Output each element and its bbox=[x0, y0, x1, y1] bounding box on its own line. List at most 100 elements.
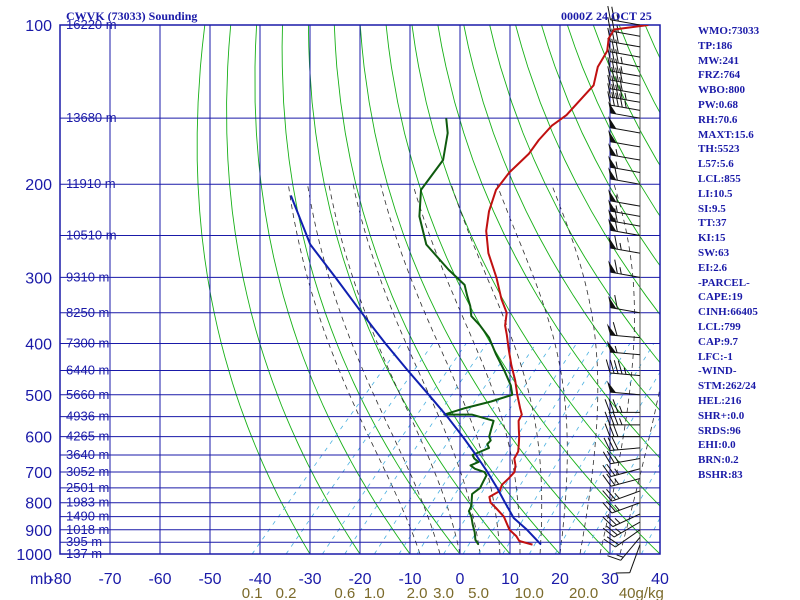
wind-barb-staff bbox=[610, 247, 641, 254]
index-line: KI:15 bbox=[698, 232, 726, 245]
wind-barb-flag bbox=[606, 380, 617, 393]
wind-barb-feather bbox=[607, 74, 611, 89]
index-line: HEL:216 bbox=[698, 394, 742, 407]
wind-barb-feather bbox=[611, 66, 615, 81]
wind-barb-flag bbox=[608, 189, 617, 202]
wind-barb-feather bbox=[615, 58, 619, 73]
wind-barb-feather bbox=[607, 437, 615, 451]
mixing-ratio-label: 10.0 bbox=[515, 585, 544, 600]
wind-barb-staff bbox=[610, 19, 641, 26]
temperature-line bbox=[485, 25, 649, 546]
plot-border bbox=[59, 24, 661, 555]
height-label: 4936 m bbox=[66, 409, 109, 424]
wind-barb-half-feather bbox=[620, 56, 623, 64]
index-line: -PARCEL- bbox=[698, 276, 750, 289]
index-line: -WIND- bbox=[698, 365, 737, 378]
wind-barb-staff bbox=[610, 478, 641, 487]
wind-barb-feather bbox=[611, 436, 619, 450]
wind-barb-feather bbox=[606, 450, 615, 464]
wind-barb-flag bbox=[608, 236, 617, 249]
wind-barb-staff bbox=[610, 70, 641, 77]
wind-barb-feather bbox=[614, 259, 618, 274]
height-label: 1490 m bbox=[66, 509, 109, 524]
profiles bbox=[289, 25, 649, 546]
temperature-tick-label: 40 bbox=[651, 571, 669, 588]
wind-barb-half-feather bbox=[615, 528, 622, 534]
index-line: CAPE:19 bbox=[698, 291, 743, 304]
wind-barb-half-feather bbox=[616, 554, 624, 558]
wind-barb-half-feather bbox=[615, 205, 618, 213]
index-line: LCL:855 bbox=[698, 172, 741, 185]
index-line: LCL:799 bbox=[698, 320, 741, 333]
wind-barb bbox=[604, 423, 640, 438]
height-label: 16220 m bbox=[66, 17, 117, 32]
wind-barb-feather bbox=[604, 399, 611, 413]
height-label: 5660 m bbox=[66, 387, 109, 402]
wind-barb-staff bbox=[610, 229, 641, 237]
wind-barb-staff bbox=[615, 529, 641, 548]
wind-barb-feather bbox=[614, 217, 618, 232]
wind-barb-half-feather bbox=[614, 492, 620, 499]
index-line: TT:37 bbox=[698, 217, 727, 230]
mixing-ratio-label: 5.0 bbox=[468, 585, 489, 600]
pressure-tick-label: 200 bbox=[25, 177, 52, 194]
wind-barb bbox=[602, 473, 641, 487]
height-label: 3640 m bbox=[66, 447, 109, 462]
wind-barb bbox=[607, 47, 641, 68]
wind-barb-feather bbox=[608, 423, 615, 437]
moist-adiabat bbox=[328, 184, 461, 554]
wind-barb-feather bbox=[602, 527, 615, 538]
height-label: 1018 m bbox=[66, 522, 109, 537]
wind-barb-half-feather bbox=[624, 100, 627, 109]
wind-barb-half-feather bbox=[614, 518, 621, 524]
wind-barb-flag bbox=[608, 129, 617, 143]
index-line: PW:0.68 bbox=[698, 98, 739, 111]
wind-barb-flag bbox=[606, 340, 617, 353]
wind-barb-feather bbox=[619, 85, 623, 100]
dry-adiabat bbox=[541, 25, 660, 267]
wind-barb-feather bbox=[607, 83, 611, 98]
wind-barb bbox=[603, 529, 641, 548]
wind-barb-feather bbox=[606, 536, 619, 546]
index-line: BRN:0.2 bbox=[698, 454, 739, 467]
wind-barb-feather bbox=[617, 360, 623, 375]
wind-barb-staff bbox=[610, 372, 641, 377]
wind-barb-feather bbox=[606, 525, 618, 536]
height-label: 11910 m bbox=[66, 176, 116, 191]
mixing-ratio-label: 2.0 bbox=[407, 585, 428, 600]
index-line: TH:5523 bbox=[698, 143, 740, 156]
wind-barb-staff bbox=[610, 468, 641, 477]
wind-barb-feather bbox=[612, 399, 619, 413]
wind-barb bbox=[608, 294, 641, 314]
wind-barb-feather bbox=[606, 500, 616, 512]
wind-barb-feather bbox=[612, 322, 618, 336]
pressure-tick-label: 700 bbox=[25, 465, 52, 482]
height-label: 6440 m bbox=[66, 363, 109, 378]
wind-barb bbox=[606, 380, 641, 396]
index-line: SRDS:96 bbox=[698, 424, 741, 437]
wind-barb-feather bbox=[608, 399, 615, 413]
dry-adiabat bbox=[333, 25, 561, 554]
height-label: 4265 m bbox=[66, 429, 109, 444]
wind-barb-feather bbox=[607, 555, 621, 561]
wind-barb bbox=[602, 450, 641, 465]
temperature-tick-label: -60 bbox=[148, 571, 171, 588]
index-line: TP:186 bbox=[698, 39, 733, 52]
index-line: L57:5.6 bbox=[698, 158, 734, 171]
wind-barb-feather bbox=[611, 57, 615, 72]
wind-barb-half-feather bbox=[614, 345, 618, 353]
mixing-ratio-label: 0.2 bbox=[276, 585, 297, 600]
wind-barb-feather bbox=[607, 91, 611, 106]
pressure-unit-label: mb bbox=[30, 571, 52, 588]
wind-barb-flag bbox=[608, 209, 617, 222]
wind-barb-feather bbox=[615, 67, 619, 82]
wind-barb-staff bbox=[610, 112, 641, 119]
wind-barb bbox=[608, 116, 641, 134]
mixing-ratio-label: 0.6 bbox=[334, 585, 355, 600]
dry-adiabat bbox=[196, 25, 311, 554]
mixing-ratio-label: 3.0 bbox=[433, 585, 454, 600]
wind-barb-staff bbox=[610, 51, 641, 58]
dry-adiabat bbox=[254, 25, 411, 554]
